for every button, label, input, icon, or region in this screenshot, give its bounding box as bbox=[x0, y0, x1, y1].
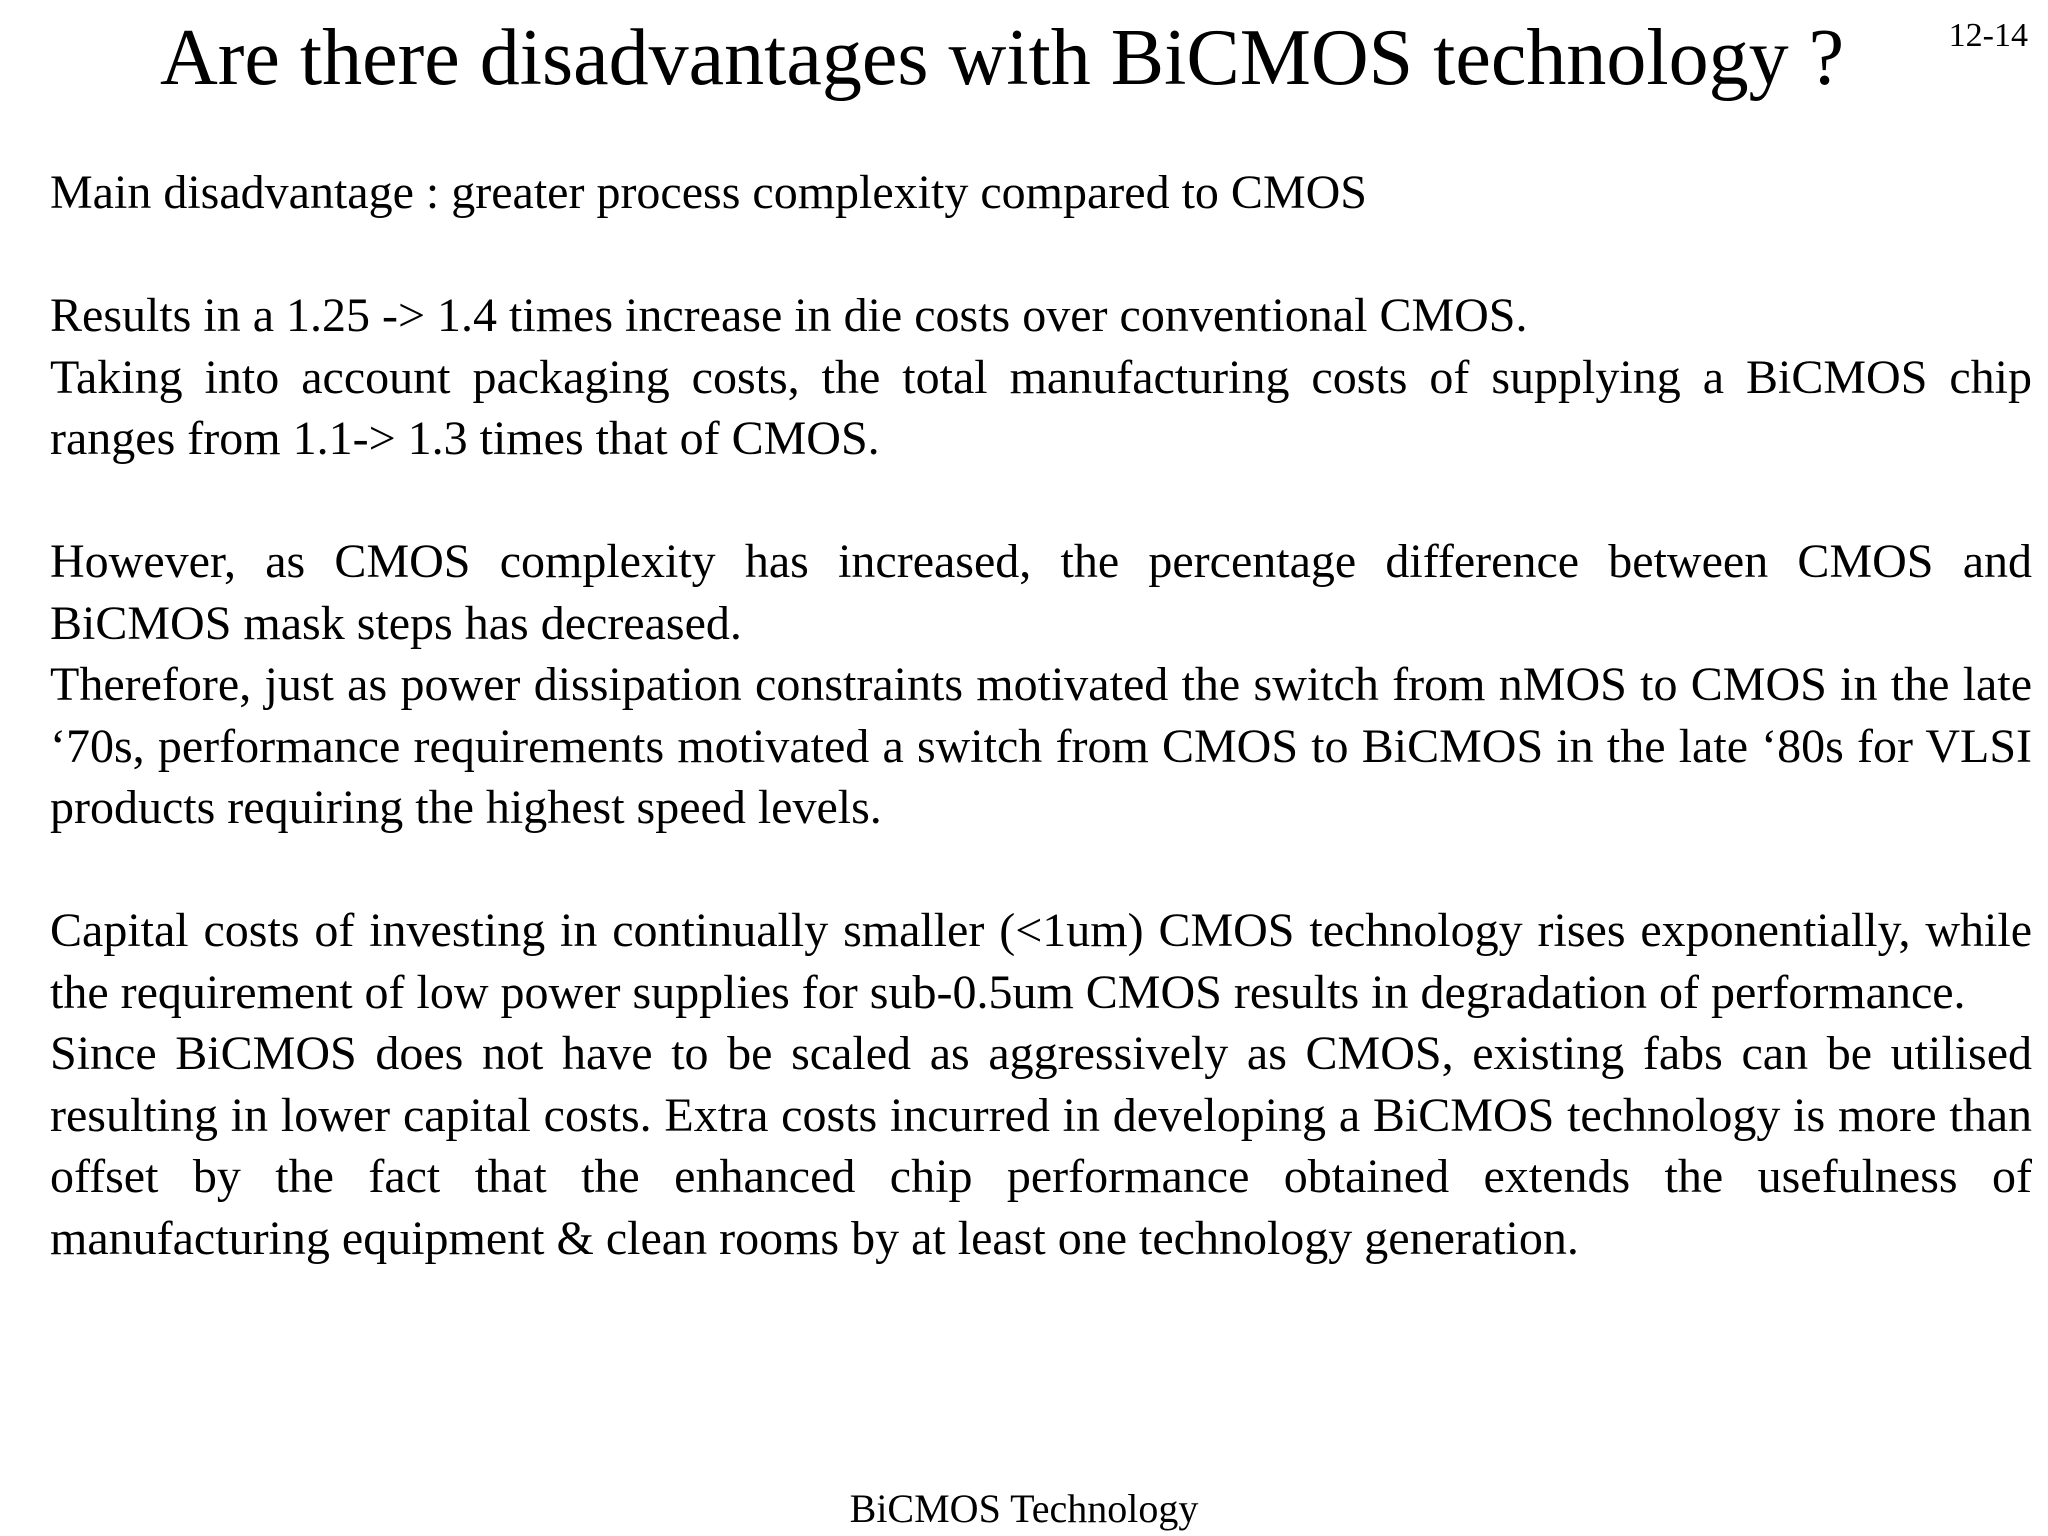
paragraph-gap bbox=[50, 470, 2032, 532]
slide-title: Are there disadvantages with BiCMOS tech… bbox=[160, 14, 1845, 102]
paragraph-gap bbox=[50, 224, 2032, 286]
paragraph-die-costs: Results in a 1.25 -> 1.4 times increase … bbox=[50, 289, 1528, 342]
paragraph-gap bbox=[50, 839, 2032, 901]
paragraph-mask-steps: However, as CMOS complexity has increase… bbox=[50, 535, 2032, 650]
slide-number: 12-14 bbox=[1948, 17, 2028, 54]
paragraph-main-disadvantage: Main disadvantage : greater process comp… bbox=[50, 166, 1367, 219]
paragraph-existing-fabs: Since BiCMOS does not have to be scaled … bbox=[50, 1027, 2032, 1265]
paragraph-historical-switch: Therefore, just as power dissipation con… bbox=[50, 658, 2032, 834]
paragraph-packaging-costs: Taking into account packaging costs, the… bbox=[50, 350, 2032, 466]
slide-footer: BiCMOS Technology bbox=[849, 1486, 1199, 1531]
slide-body: Main disadvantage : greater process comp… bbox=[50, 162, 2032, 1269]
paragraph-capital-costs: Capital costs of investing in continuall… bbox=[50, 904, 2032, 1019]
